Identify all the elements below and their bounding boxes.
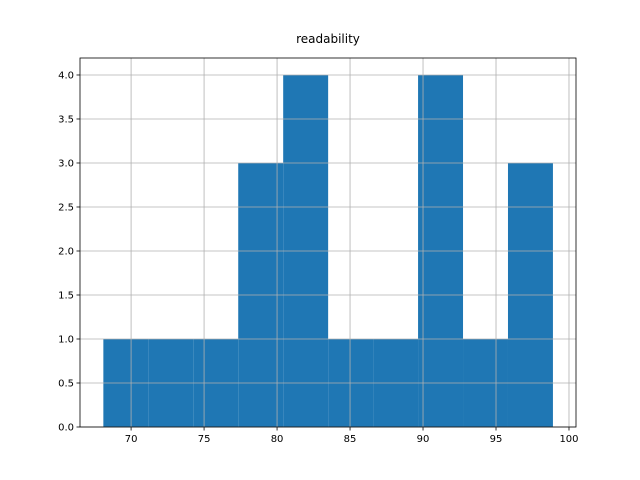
y-tick-label: 4.0: [58, 70, 74, 81]
x-tick-label: 100: [559, 434, 578, 445]
y-tick-label: 1.5: [58, 290, 74, 301]
y-tick-label: 3.5: [58, 114, 74, 125]
x-tick-label: 85: [344, 434, 357, 445]
x-tick-label: 75: [198, 434, 211, 445]
y-tick-label: 2.0: [58, 246, 74, 257]
chart-title: readability: [296, 32, 360, 46]
y-tick-label: 1.0: [58, 334, 74, 345]
y-tick-label: 0.0: [58, 423, 74, 434]
y-tick-label: 3.0: [58, 158, 74, 169]
x-tick-label: 95: [490, 434, 503, 445]
x-tick-label: 90: [417, 434, 430, 445]
x-tick-label: 70: [125, 434, 138, 445]
y-tick-label: 0.5: [58, 378, 74, 389]
plot-frame: [79, 57, 577, 428]
y-tick-label: 2.5: [58, 202, 74, 213]
x-tick-label: 80: [271, 434, 284, 445]
